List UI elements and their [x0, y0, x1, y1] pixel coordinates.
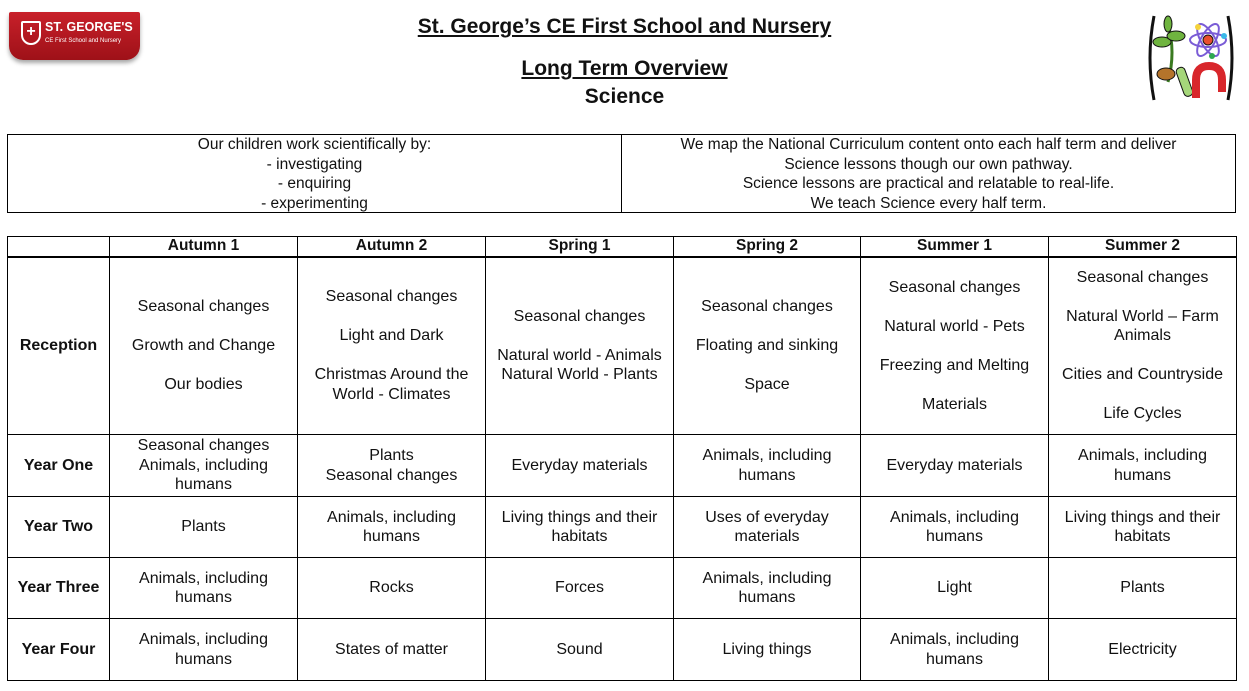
school-title: St. George’s CE First School and Nursery — [417, 15, 832, 38]
table-cell: Animals, including humans — [860, 618, 1049, 681]
table-cell: Living things and their habitats — [485, 496, 674, 558]
table-cell: Forces — [485, 557, 674, 619]
table-cell: Animals, including humans — [673, 434, 861, 497]
row-header: Reception — [7, 256, 110, 435]
table-row: Year Two Plants Animals, including humans L… — [7, 496, 1237, 558]
curriculum-mapping-text: We map the National Curriculum content o… — [621, 135, 1235, 212]
table-cell: Living things — [673, 618, 861, 681]
table-cell: Seasonal changes Animals, including huma… — [109, 434, 298, 497]
table-cell: Everyday materials — [860, 434, 1049, 497]
table-cell: Seasonal changes Growth and Change Our b… — [109, 256, 298, 435]
column-header: Spring 2 — [673, 236, 861, 258]
row-header: Year Three — [7, 557, 110, 619]
table-cell: Plants Seasonal changes — [297, 434, 486, 497]
table-cell: Animals, including humans — [1048, 434, 1237, 497]
table-cell: Animals, including humans — [109, 618, 298, 681]
table-cell: Animals, including humans — [860, 496, 1049, 558]
column-header: Summer 2 — [1048, 236, 1237, 258]
row-header: Year One — [7, 434, 110, 497]
column-header: Autumn 1 — [109, 236, 298, 258]
shield-cross-icon: + — [21, 21, 41, 45]
table-cell: Plants — [1048, 557, 1237, 619]
row-header: Year Four — [7, 618, 110, 681]
table-row: Year Three Animals, including humans Rocks… — [7, 557, 1237, 619]
table-cell: Rocks — [297, 557, 486, 619]
table-cell: Seasonal changes Natural world - Pets Fr… — [860, 256, 1049, 435]
table-cell: Seasonal changes Natural World – Farm An… — [1048, 256, 1237, 435]
table-cell: Seasonal changes Light and Dark Christma… — [297, 256, 486, 435]
table-cell: Living things and their habitats — [1048, 496, 1237, 558]
table-cell: Animals, including humans — [297, 496, 486, 558]
table-cell: Seasonal changes Natural world - Animals… — [485, 256, 674, 435]
subject-title: Science — [584, 85, 665, 108]
table-cell: Plants — [109, 496, 298, 558]
overview-table: Autumn 1 Autumn 2 Spring 1 Spring 2 Summ… — [7, 236, 1237, 681]
row-header: Year Two — [7, 496, 110, 558]
working-scientifically-text: Our children work scientifically by: - i… — [197, 136, 432, 212]
column-header — [7, 236, 110, 258]
table-cell: Electricity — [1048, 618, 1237, 681]
logo-sub: CE First School and Nursery — [45, 38, 122, 44]
school-logo: + ST. GEORGE'S CE First School and Nurse… — [9, 12, 140, 60]
table-cell: Animals, including humans — [673, 557, 861, 619]
column-header: Spring 1 — [485, 236, 674, 258]
table-cell: Everyday materials — [485, 434, 674, 497]
table-row: Year Four Animals, including humans States… — [7, 618, 1237, 681]
table-row: Reception Seasonal changes Growth and Cha… — [7, 256, 1237, 435]
intro-box: Our children work scientifically by: - i… — [7, 134, 1236, 213]
table-row: Year One Seasonal changes Animals, includ… — [7, 434, 1237, 497]
table-cell: Uses of everyday materials — [673, 496, 861, 558]
header-row: Autumn 1 Autumn 2 Spring 1 Spring 2 Summ… — [7, 236, 1237, 258]
table-cell: Seasonal changes Floating and sinking Sp… — [673, 256, 861, 435]
table-cell: Animals, including humans — [109, 557, 298, 619]
table-cell: Sound — [485, 618, 674, 681]
table-cell: States of matter — [297, 618, 486, 681]
column-header: Autumn 2 — [297, 236, 486, 258]
science-icon — [1148, 15, 1234, 101]
logo-name: ST. GEORGE'S — [45, 20, 133, 34]
table-cell: Light — [860, 557, 1049, 619]
document-title: Long Term Overview — [521, 57, 728, 80]
column-header: Summer 1 — [860, 236, 1049, 258]
